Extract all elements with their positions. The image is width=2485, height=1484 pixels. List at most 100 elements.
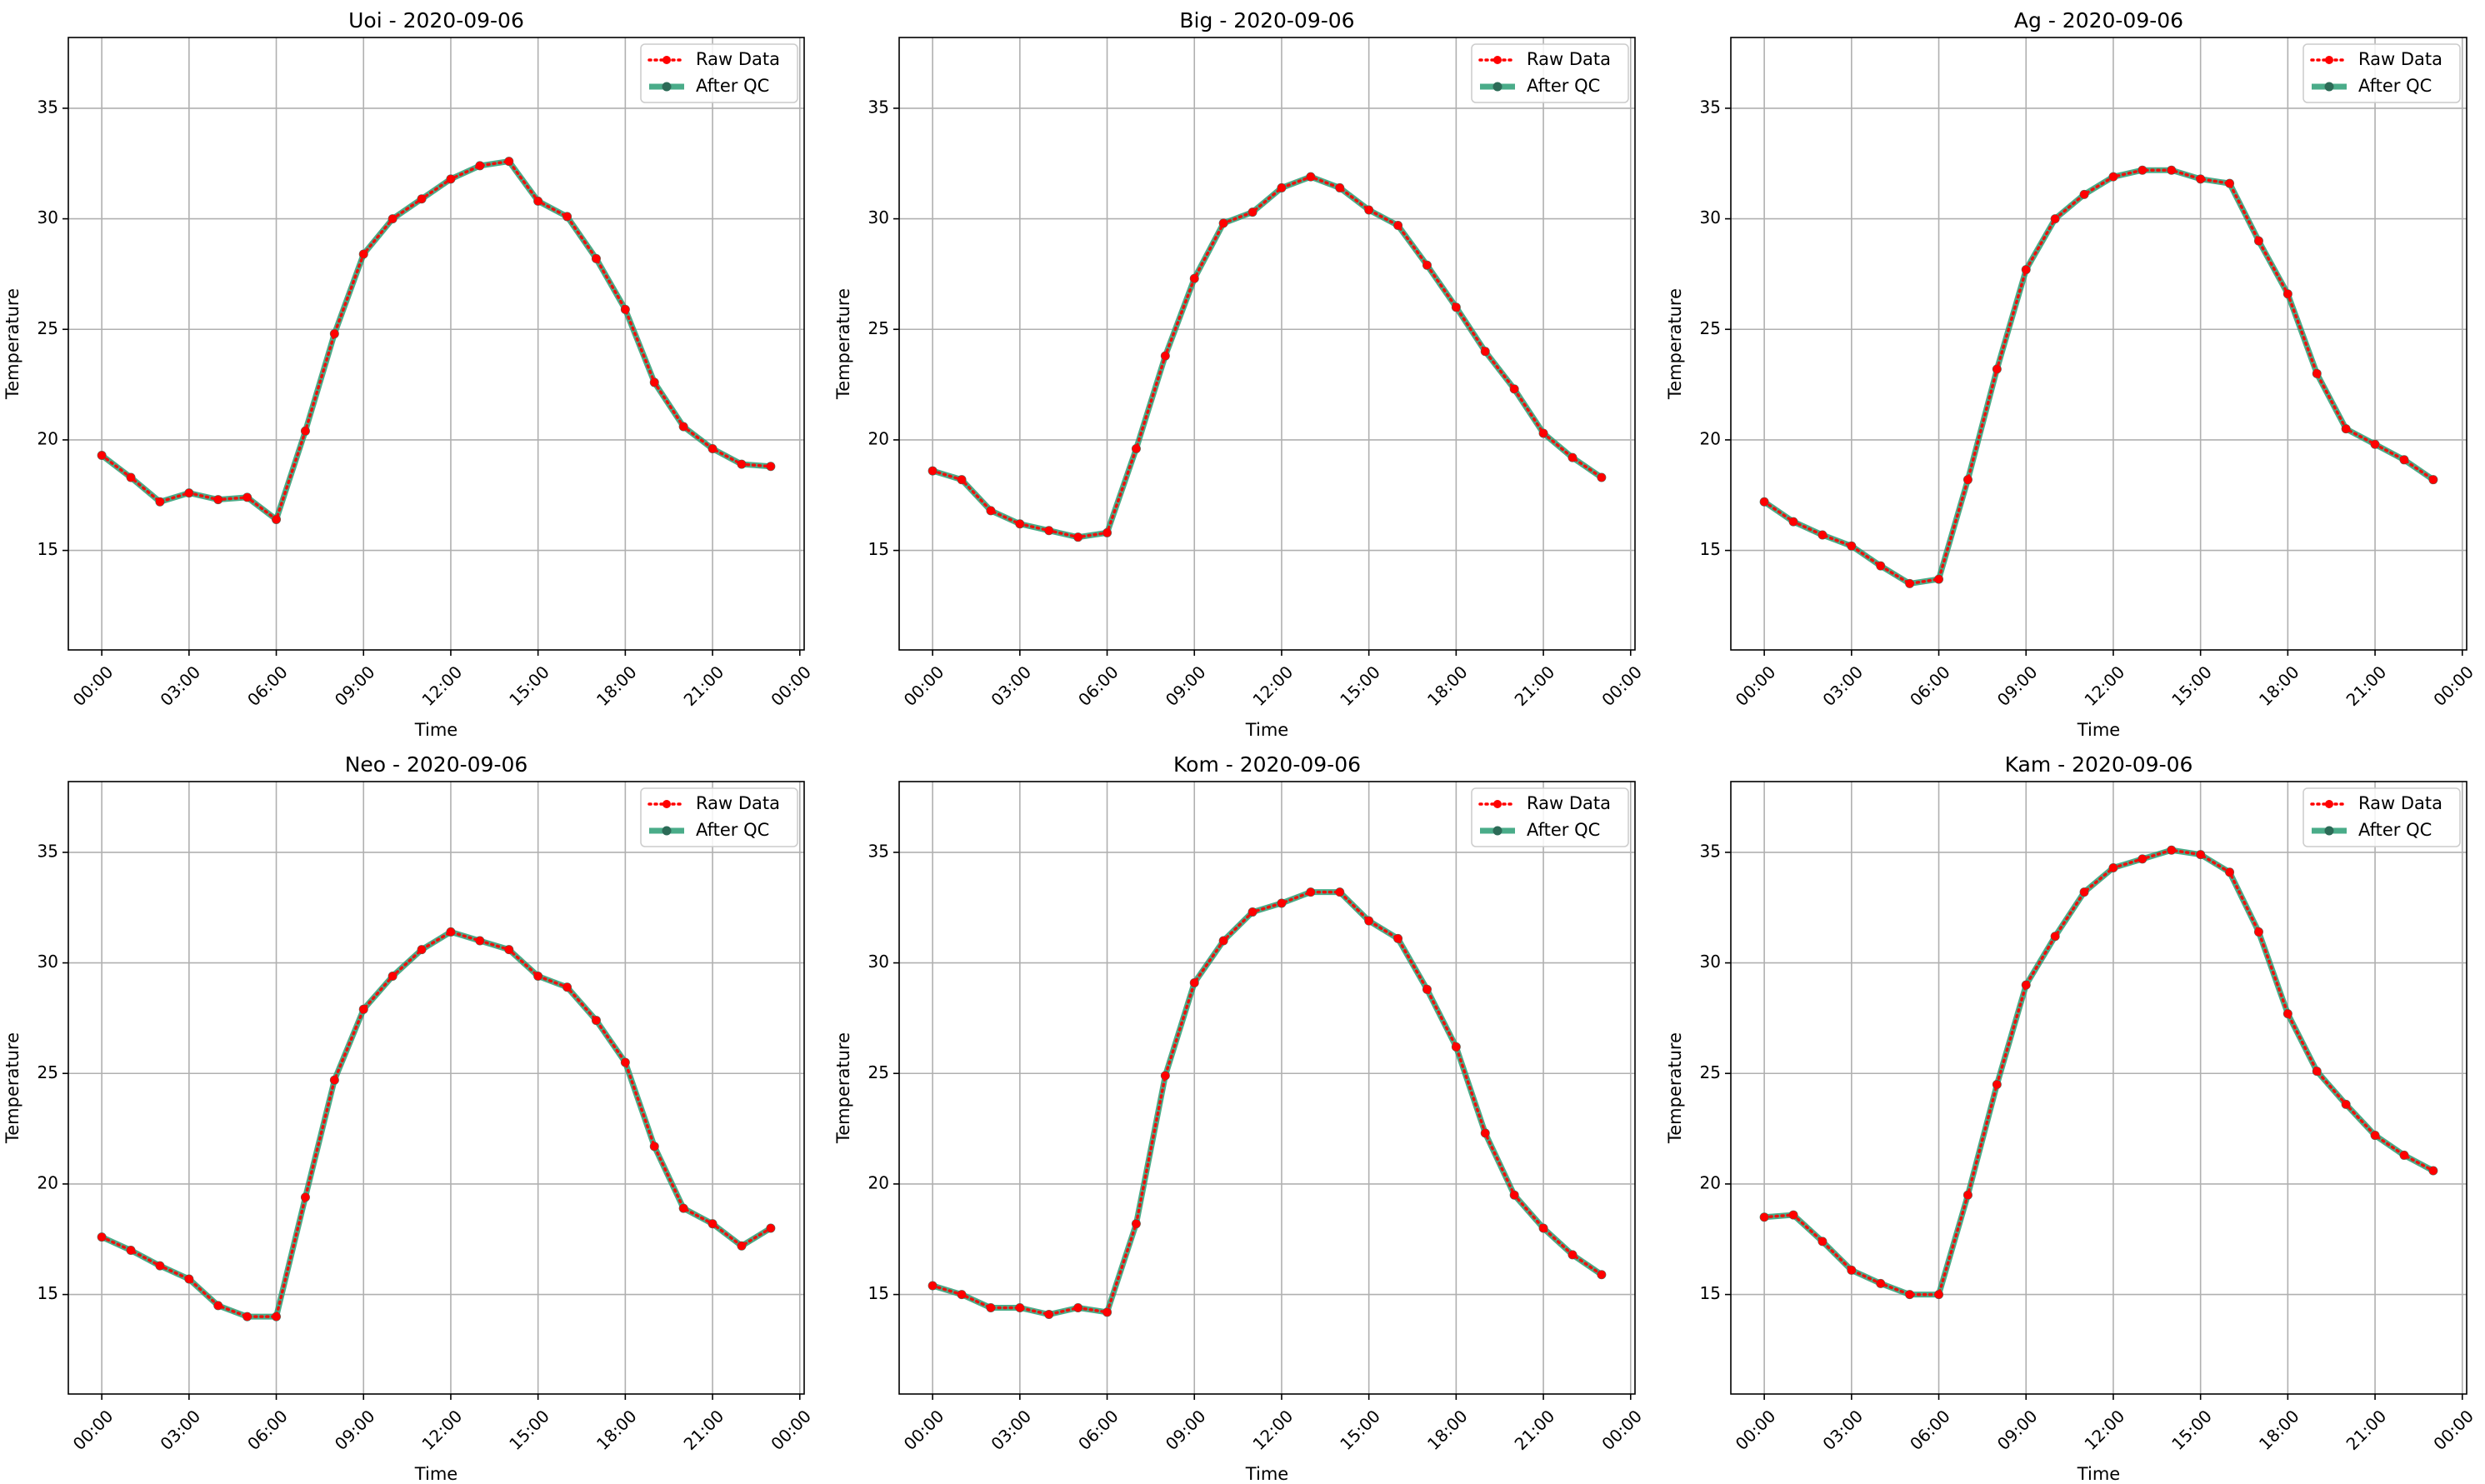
y-tick-label: 15 <box>868 539 889 559</box>
raw-data-point <box>2196 174 2205 183</box>
legend-raw-data-marker <box>1493 800 1502 808</box>
y-axis-label: Temperature <box>833 1032 853 1144</box>
raw-data-point <box>388 972 398 981</box>
raw-data-point <box>679 1204 688 1213</box>
raw-data-point <box>1306 172 1315 182</box>
raw-data-point <box>737 460 746 469</box>
raw-data-point <box>562 982 572 992</box>
raw-data-point <box>330 1076 339 1085</box>
raw-data-point <box>1073 1303 1082 1312</box>
raw-data-point <box>1789 517 1798 527</box>
raw-data-point <box>1277 183 1286 192</box>
raw-data-point <box>2371 1131 2380 1140</box>
raw-data-point <box>1760 1212 1769 1222</box>
raw-data-point <box>1934 1290 1943 1299</box>
raw-data-point <box>2108 863 2118 872</box>
legend-after-qc-marker <box>662 826 672 836</box>
raw-data-point <box>1248 907 1258 917</box>
x-tick-label: 18:00 <box>1423 1406 1472 1454</box>
raw-data-point <box>650 1142 659 1151</box>
legend-after-qc-marker <box>2324 826 2334 836</box>
y-tick-label: 20 <box>38 428 58 448</box>
x-tick-label: 00:00 <box>1732 1406 1780 1454</box>
raw-data-point <box>2022 265 2031 274</box>
raw-data-point <box>1161 1071 1170 1080</box>
y-tick-label: 35 <box>38 97 58 117</box>
legend-after-qc-marker <box>2324 82 2334 92</box>
y-axis-label: Temperature <box>1665 288 1685 400</box>
axes-frame <box>68 781 805 1395</box>
x-tick-label: 15:00 <box>1336 662 1384 710</box>
x-axis-label: Time <box>2077 720 2120 740</box>
y-tick-label: 35 <box>38 841 58 861</box>
raw-data-point <box>301 1192 310 1202</box>
axes-frame <box>68 37 805 651</box>
series-raw-data <box>98 927 775 1322</box>
legend: Raw Data After QC <box>640 787 798 847</box>
raw-data-point <box>1102 1307 1112 1317</box>
y-tick-label: 25 <box>1700 318 1721 338</box>
x-tick-label: 18:00 <box>592 662 641 710</box>
raw-data-point <box>2225 867 2234 877</box>
raw-data-point <box>766 462 775 471</box>
raw-data-point <box>737 1242 746 1251</box>
raw-data-point <box>213 1301 222 1310</box>
after-qc-line <box>929 173 1605 541</box>
series-raw-data <box>1760 846 2438 1299</box>
chart-title: Big - 2020-09-06 <box>1179 8 1354 32</box>
raw-data-point <box>1015 1303 1024 1312</box>
chart-panel-6: 00:00 03:00 06:00 09:00 12:00 15:00 18:00 21:00… <box>1665 752 2478 1484</box>
x-tick-label: 00:00 <box>767 662 815 710</box>
raw-data-point <box>272 515 281 524</box>
x-tick-label: 21:00 <box>680 662 728 710</box>
chart-title: Uoi - 2020-09-06 <box>348 8 524 32</box>
raw-data-point <box>928 467 938 476</box>
raw-data-point <box>592 254 601 263</box>
raw-data-point <box>301 427 310 436</box>
x-tick-label: 00:00 <box>1598 1406 1646 1454</box>
raw-data-point <box>1161 352 1170 361</box>
raw-data-point <box>98 1232 107 1242</box>
raw-data-point <box>1393 934 1402 943</box>
axes-frame <box>898 37 1636 651</box>
series-raw-data <box>928 887 1606 1319</box>
x-tick-label: 03:00 <box>987 1406 1035 1454</box>
series-raw-data <box>98 157 775 524</box>
raw-data-point <box>1876 1279 1885 1288</box>
raw-data-point <box>2342 424 2351 433</box>
x-tick-label: 03:00 <box>156 662 204 710</box>
raw-data-point <box>1905 579 1914 588</box>
raw-data-point <box>1190 978 1199 987</box>
x-tick-label: 21:00 <box>1511 662 1559 710</box>
legend-after-qc-label: After QC <box>2358 820 2432 840</box>
raw-data-point <box>1219 937 1228 946</box>
y-tick-label: 30 <box>1700 952 1721 972</box>
raw-data-point <box>446 174 455 183</box>
series-after-qc <box>97 157 776 524</box>
raw-data-point <box>1963 1191 1972 1200</box>
x-tick-label: 12:00 <box>1249 662 1298 710</box>
y-tick-label: 20 <box>38 1172 58 1192</box>
x-tick-label: 00:00 <box>1598 662 1646 710</box>
raw-data-line <box>1762 168 2435 586</box>
y-tick-label: 35 <box>868 97 889 117</box>
legend-after-qc-marker <box>1492 82 1502 92</box>
legend-raw-data-marker <box>2325 56 2333 64</box>
raw-data-point <box>562 212 572 221</box>
raw-data-point <box>1452 1042 1461 1052</box>
x-tick-label: 09:00 <box>1993 662 2042 710</box>
grid <box>68 37 804 650</box>
x-tick-label: 09:00 <box>1162 1406 1210 1454</box>
raw-data-point <box>1963 475 1972 484</box>
legend-raw-data-label: Raw Data <box>1527 793 1611 813</box>
raw-data-point <box>1422 261 1432 270</box>
raw-data-point <box>986 506 995 515</box>
after-qc-line <box>98 928 774 1320</box>
raw-data-point <box>1132 444 1141 453</box>
y-tick-label: 20 <box>1700 428 1721 448</box>
x-tick-label: 18:00 <box>2255 1406 2303 1454</box>
raw-data-point <box>1015 519 1024 528</box>
x-tick-label: 15:00 <box>505 662 553 710</box>
raw-data-point <box>1992 1080 2002 1089</box>
legend-after-qc-label: After QC <box>696 820 769 840</box>
